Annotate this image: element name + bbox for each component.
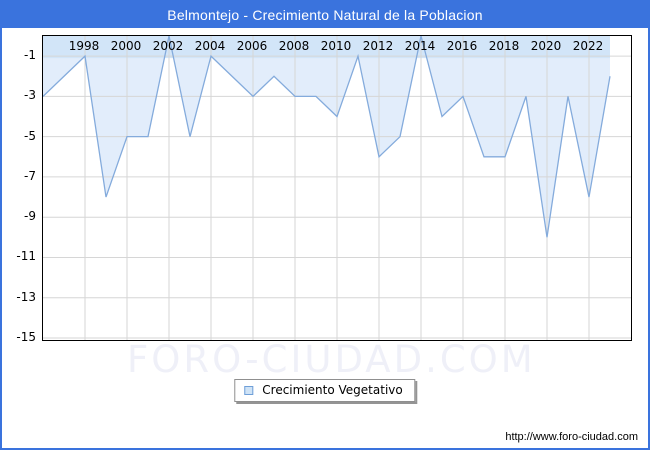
x-tick-label: 2014: [404, 39, 436, 53]
series-line-crecimiento-vegetativo: [43, 36, 611, 238]
y-tick-label: -3: [24, 88, 36, 103]
x-tick-label: 2016: [446, 39, 478, 53]
legend-item-crecimiento-vegetativo[interactable]: Crecimiento Vegetativo: [234, 379, 416, 402]
x-tick-label: 2006: [236, 39, 268, 53]
watermark: FORO-CIUDAD.COM: [127, 338, 536, 381]
plot-area: [42, 35, 632, 341]
x-tick-label: 2010: [320, 39, 352, 53]
area-fill: [43, 36, 610, 238]
chart-title: Belmontejo - Crecimiento Natural de la P…: [2, 2, 648, 28]
x-tick-label: 2002: [152, 39, 184, 53]
legend-label: Crecimiento Vegetativo: [262, 383, 403, 397]
y-tick-label: -1: [24, 48, 36, 63]
x-tick-label: 1998: [68, 39, 100, 53]
x-tick-label: 2008: [278, 39, 310, 53]
legend-swatch-icon: [244, 385, 254, 395]
x-tick-label: 2020: [530, 39, 562, 53]
footer-url[interactable]: http://www.foro-ciudad.com: [505, 431, 638, 443]
x-tick-label: 2022: [572, 39, 604, 53]
x-tick-label: 2000: [110, 39, 142, 53]
y-tick-label: -7: [24, 168, 36, 183]
y-tick-label: -5: [24, 128, 36, 143]
x-tick-label: 2004: [194, 39, 226, 53]
y-tick-label: -9: [24, 209, 36, 224]
y-tick-label: -11: [16, 249, 36, 264]
x-tick-label: 2012: [362, 39, 394, 53]
x-axis-strip: [43, 36, 610, 59]
chart-svg: [43, 36, 631, 340]
x-tick-label: 2018: [488, 39, 520, 53]
y-tick-label: -13: [16, 289, 36, 304]
y-tick-label: -15: [16, 329, 36, 344]
